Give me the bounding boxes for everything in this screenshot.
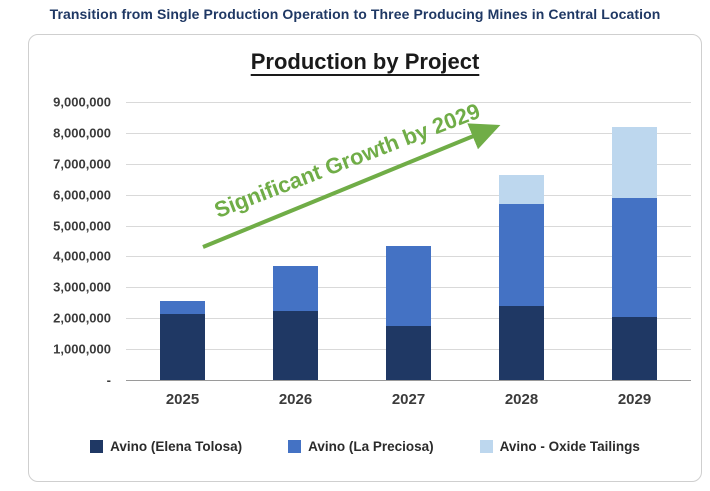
bar-segment — [160, 313, 205, 380]
x-axis: 2025 2026 2027 2028 2029 — [126, 391, 691, 408]
legend-swatch — [90, 440, 104, 453]
y-axis: 9,000,000 8,000,000 7,000,000 6,000,000 5,00… — [29, 95, 119, 388]
bar-segment — [386, 245, 431, 326]
plot-area — [126, 102, 691, 381]
y-tick-label: 5,000,000 — [53, 218, 111, 234]
x-axis-label: 2025 — [165, 391, 200, 408]
legend-item: Avino (La Preciosa) — [288, 439, 434, 454]
x-axis-label: 2029 — [617, 391, 652, 408]
bar-group-2025 — [126, 102, 239, 380]
bar-segment — [386, 325, 431, 380]
bar-series-container — [126, 102, 691, 380]
y-tick-label: 4,000,000 — [53, 248, 111, 264]
legend-label: Avino (La Preciosa) — [308, 439, 434, 454]
chart-card: Production by Project 9,000,000 8,000,000… — [28, 34, 702, 482]
y-tick-label: 8,000,000 — [53, 125, 111, 141]
bar-segment — [160, 301, 205, 314]
x-axis-label: 2026 — [278, 391, 313, 408]
legend-label: Avino - Oxide Tailings — [499, 439, 640, 454]
y-tick-label: 9,000,000 — [53, 94, 111, 110]
bar-segment — [612, 197, 657, 317]
bar-group-2029 — [578, 102, 691, 380]
x-axis-label: 2028 — [504, 391, 539, 408]
legend-item: Avino (Elena Tolosa) — [90, 439, 242, 454]
y-tick-label: 6,000,000 — [53, 187, 111, 203]
y-tick-label: 1,000,000 — [53, 341, 111, 357]
bar-group-2027 — [352, 102, 465, 380]
page-title: Transition from Single Production Operat… — [49, 6, 661, 22]
bar-segment — [499, 203, 544, 306]
legend-swatch — [479, 440, 493, 453]
legend-label: Avino (Elena Tolosa) — [110, 439, 243, 454]
bar-segment — [273, 265, 318, 311]
chart-title: Production by Project — [250, 49, 480, 74]
gridline — [126, 102, 691, 103]
legend-swatch — [288, 440, 302, 453]
bar-segment — [612, 126, 657, 198]
bar-segment — [499, 305, 544, 380]
legend: Avino (Elena Tolosa) Avino (La Preciosa) A… — [29, 439, 701, 454]
bar-segment — [273, 310, 318, 380]
bar-segment — [499, 174, 544, 204]
x-axis-label: 2027 — [391, 391, 426, 408]
y-tick-label: 7,000,000 — [53, 156, 111, 172]
bar-segment — [612, 316, 657, 380]
y-tick-label: - — [106, 372, 111, 388]
bar-group-2026 — [239, 102, 352, 380]
y-tick-label: 3,000,000 — [53, 279, 111, 295]
legend-item: Avino - Oxide Tailings — [479, 439, 640, 454]
y-tick-label: 2,000,000 — [53, 310, 111, 326]
bar-group-2028 — [465, 102, 578, 380]
